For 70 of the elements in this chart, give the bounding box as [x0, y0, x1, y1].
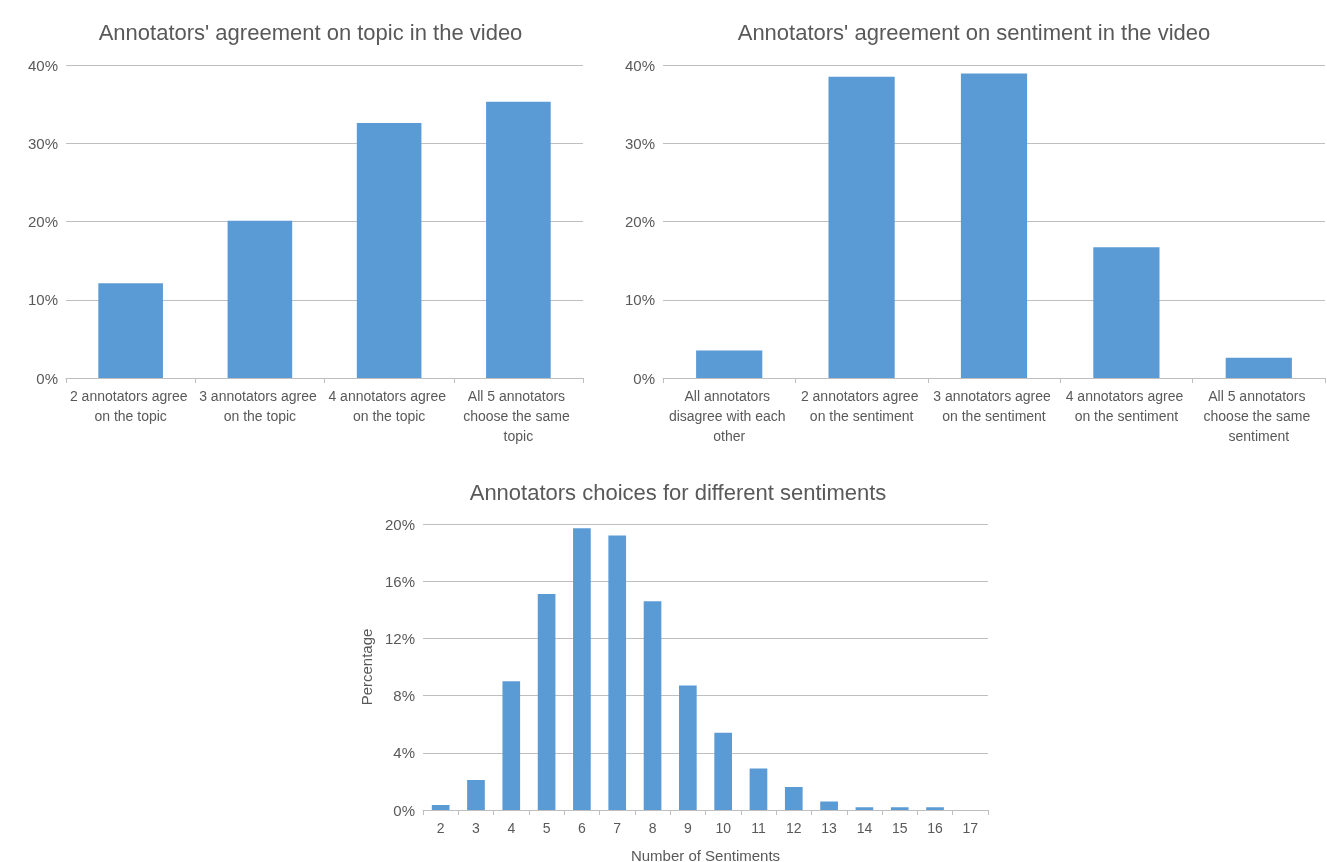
bar [855, 807, 874, 810]
x-tick-label: 4 annotators agree on the topic [328, 388, 450, 424]
x-tick-label: 4 [507, 820, 516, 836]
x-tick-label: All 5 annotators choose the same topic [463, 388, 574, 444]
y-tick-label: 40% [27, 56, 58, 74]
bar [573, 528, 591, 810]
y-tick-label: 10% [624, 291, 655, 309]
x-tick-label: 11 [751, 820, 766, 836]
x-tick-label: 9 [683, 820, 692, 836]
x-tick-label: 13 [821, 820, 838, 836]
bar [608, 535, 627, 810]
x-tick-label: 3 [472, 820, 481, 836]
y-tick-label: 30% [27, 134, 58, 152]
bar [227, 220, 293, 378]
bar [820, 801, 838, 810]
chart-title: Annotators' agreement on topic in the video [98, 19, 523, 45]
x-tick-label: 2 annotators agree on the topic [69, 388, 192, 424]
y-tick-label: 0% [633, 369, 655, 387]
x-tick-label: All annotators disagree with each other [668, 388, 790, 444]
x-tick-label: 12 [785, 820, 802, 836]
bar [467, 779, 485, 810]
x-tick-label: 10 [715, 820, 732, 836]
bar [502, 681, 521, 810]
x-tick-label: 16 [927, 820, 944, 836]
bar [926, 807, 944, 810]
bar [356, 122, 422, 378]
x-axis-title: Number of Sentiments [630, 847, 781, 862]
x-tick-label: 2 annotators agree on the sentiment [800, 388, 923, 424]
x-tick-label: 5 [542, 820, 551, 836]
chart-title: Annotators choices for different sentiments [469, 479, 887, 505]
bar [960, 73, 1028, 378]
y-tick-label: 20% [27, 213, 58, 230]
bar [98, 283, 163, 378]
x-tick-label: 7 [613, 820, 622, 836]
bar [714, 732, 732, 810]
bar [828, 76, 895, 378]
bar [486, 101, 551, 378]
x-tick-label: 6 [578, 820, 587, 836]
y-tick-label: 0% [36, 369, 58, 387]
bar [784, 787, 803, 810]
y-tick-label: 30% [624, 134, 655, 152]
y-tick-label: 10% [27, 291, 58, 309]
x-tick-label: All 5 annotators choose the same sentiment [1203, 388, 1315, 444]
chart-title: Annotators' agreement on sentiment in the video [737, 19, 1211, 45]
x-tick-label: 2 [436, 820, 445, 836]
y-tick-label: 20% [384, 515, 415, 533]
y-tick-label: 16% [384, 572, 415, 590]
y-axis-title: Percentage [358, 628, 376, 706]
bar [1225, 357, 1292, 378]
y-tick-label: 20% [624, 213, 655, 230]
x-tick-label: 4 annotators agree on the sentiment [1065, 388, 1188, 424]
y-tick-label: 8% [393, 687, 415, 705]
y-tick-label: 4% [393, 744, 415, 762]
y-tick-label: 12% [384, 629, 415, 647]
bar [1093, 247, 1160, 378]
bar [679, 685, 697, 810]
bar [643, 601, 662, 810]
x-tick-label: 3 annotators agree on the sentiment [933, 388, 1055, 424]
x-tick-label: 17 [962, 820, 979, 836]
x-tick-label: 3 annotators agree on the topic [199, 388, 321, 424]
bar [696, 350, 763, 378]
bar [431, 805, 450, 810]
y-tick-label: 0% [393, 801, 415, 819]
x-tick-label: 8 [648, 820, 657, 836]
x-tick-label: 15 [891, 820, 908, 836]
x-tick-label: 14 [856, 820, 873, 836]
bar [537, 594, 556, 810]
y-tick-label: 40% [624, 56, 655, 74]
bar [890, 807, 909, 810]
bar [749, 768, 768, 810]
